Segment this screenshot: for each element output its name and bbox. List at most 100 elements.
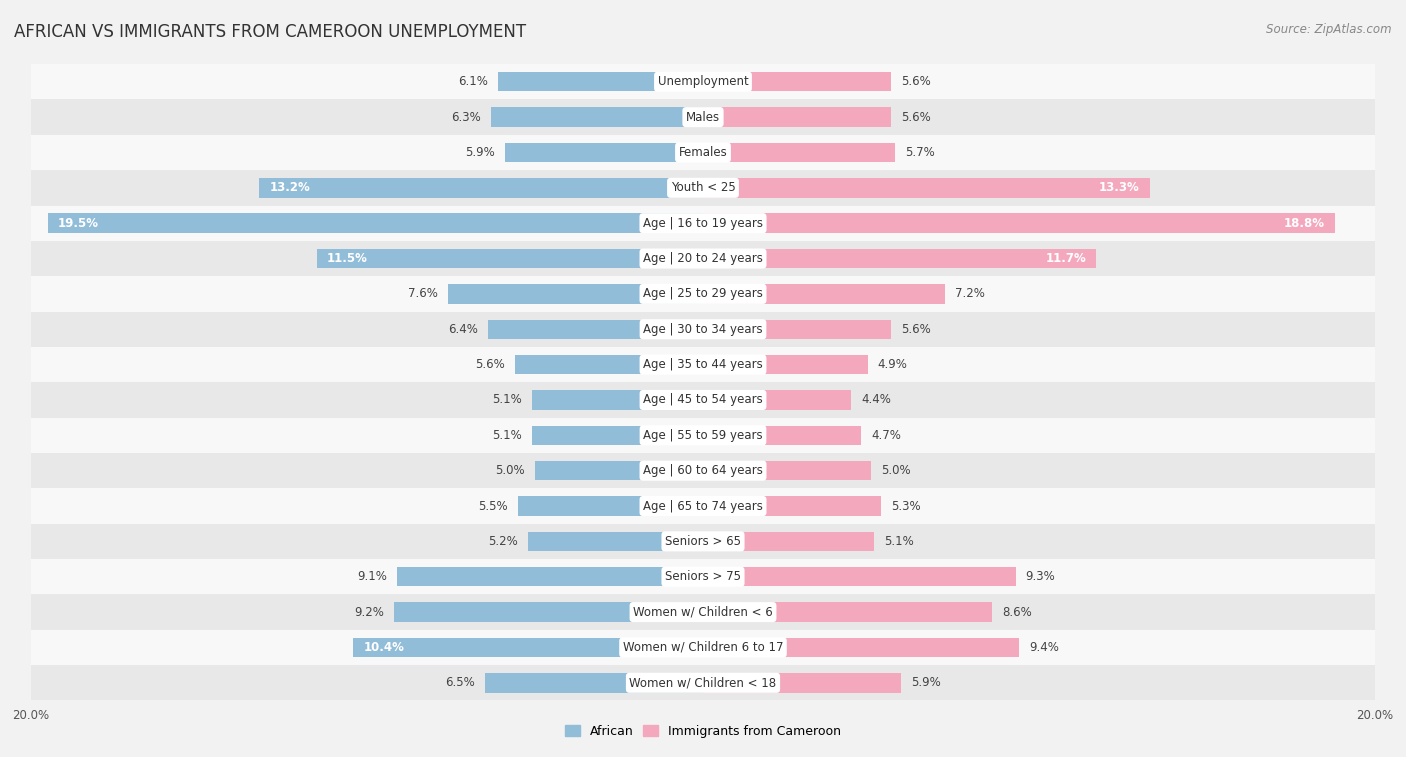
Text: 9.1%: 9.1%	[357, 570, 387, 583]
Bar	[394, 603, 703, 621]
Bar	[31, 241, 1375, 276]
Text: Women w/ Children < 18: Women w/ Children < 18	[630, 676, 776, 690]
Bar	[31, 135, 1375, 170]
Bar	[316, 249, 703, 268]
Text: Age | 55 to 59 years: Age | 55 to 59 years	[643, 428, 763, 442]
Text: 10.4%: 10.4%	[364, 641, 405, 654]
Text: 9.4%: 9.4%	[1029, 641, 1059, 654]
Text: Females: Females	[679, 146, 727, 159]
Bar	[447, 284, 703, 304]
Bar	[488, 319, 703, 339]
Text: Age | 16 to 19 years: Age | 16 to 19 years	[643, 217, 763, 229]
Text: AFRICAN VS IMMIGRANTS FROM CAMEROON UNEMPLOYMENT: AFRICAN VS IMMIGRANTS FROM CAMEROON UNEM…	[14, 23, 526, 41]
Bar	[31, 524, 1375, 559]
Text: 5.7%: 5.7%	[904, 146, 935, 159]
Text: 6.3%: 6.3%	[451, 111, 481, 123]
Text: 5.9%: 5.9%	[465, 146, 495, 159]
Bar	[31, 630, 1375, 665]
Bar	[703, 531, 875, 551]
Bar	[531, 391, 703, 410]
Text: Age | 65 to 74 years: Age | 65 to 74 years	[643, 500, 763, 512]
Text: Age | 25 to 29 years: Age | 25 to 29 years	[643, 288, 763, 301]
Bar	[515, 355, 703, 374]
Text: 6.5%: 6.5%	[444, 676, 474, 690]
Bar	[31, 453, 1375, 488]
Bar	[31, 205, 1375, 241]
Text: 9.2%: 9.2%	[354, 606, 384, 618]
Text: 13.2%: 13.2%	[270, 182, 311, 195]
Bar	[531, 425, 703, 445]
Text: 7.6%: 7.6%	[408, 288, 437, 301]
Text: 11.7%: 11.7%	[1046, 252, 1085, 265]
Text: 18.8%: 18.8%	[1284, 217, 1324, 229]
Text: 5.9%: 5.9%	[911, 676, 941, 690]
Text: 6.4%: 6.4%	[449, 322, 478, 336]
Text: 5.6%: 5.6%	[901, 111, 931, 123]
Text: Seniors > 75: Seniors > 75	[665, 570, 741, 583]
Bar	[498, 72, 703, 92]
Text: Age | 60 to 64 years: Age | 60 to 64 years	[643, 464, 763, 477]
Text: Age | 35 to 44 years: Age | 35 to 44 years	[643, 358, 763, 371]
Text: Age | 45 to 54 years: Age | 45 to 54 years	[643, 394, 763, 407]
Bar	[703, 284, 945, 304]
Text: 5.5%: 5.5%	[478, 500, 508, 512]
Bar	[703, 637, 1019, 657]
Bar	[703, 425, 860, 445]
Bar	[703, 355, 868, 374]
Bar	[31, 276, 1375, 312]
Text: 9.3%: 9.3%	[1025, 570, 1056, 583]
Bar	[703, 107, 891, 127]
Text: Seniors > 65: Seniors > 65	[665, 535, 741, 548]
Bar	[31, 312, 1375, 347]
Bar	[48, 213, 703, 233]
Text: 6.1%: 6.1%	[458, 75, 488, 89]
Bar	[485, 673, 703, 693]
Text: 5.0%: 5.0%	[495, 464, 524, 477]
Bar	[31, 665, 1375, 700]
Bar	[31, 382, 1375, 418]
Text: 4.9%: 4.9%	[877, 358, 908, 371]
Bar	[353, 637, 703, 657]
Bar	[703, 567, 1015, 587]
Legend: African, Immigrants from Cameroon: African, Immigrants from Cameroon	[560, 720, 846, 743]
Bar	[31, 64, 1375, 99]
Bar	[703, 249, 1097, 268]
Bar	[505, 143, 703, 162]
Text: Women w/ Children 6 to 17: Women w/ Children 6 to 17	[623, 641, 783, 654]
Bar	[703, 143, 894, 162]
Text: 5.2%: 5.2%	[488, 535, 519, 548]
Text: 5.6%: 5.6%	[901, 75, 931, 89]
Bar	[31, 559, 1375, 594]
Text: 5.6%: 5.6%	[901, 322, 931, 336]
Text: 4.7%: 4.7%	[872, 428, 901, 442]
Bar	[31, 594, 1375, 630]
Text: 5.0%: 5.0%	[882, 464, 911, 477]
Bar	[534, 461, 703, 481]
Bar	[31, 488, 1375, 524]
Bar	[31, 170, 1375, 205]
Text: 4.4%: 4.4%	[860, 394, 891, 407]
Text: 5.6%: 5.6%	[475, 358, 505, 371]
Text: 13.3%: 13.3%	[1099, 182, 1140, 195]
Bar	[396, 567, 703, 587]
Text: Source: ZipAtlas.com: Source: ZipAtlas.com	[1267, 23, 1392, 36]
Text: Youth < 25: Youth < 25	[671, 182, 735, 195]
Bar	[529, 531, 703, 551]
Bar	[31, 418, 1375, 453]
Text: Age | 20 to 24 years: Age | 20 to 24 years	[643, 252, 763, 265]
Text: 7.2%: 7.2%	[955, 288, 986, 301]
Text: Unemployment: Unemployment	[658, 75, 748, 89]
Text: Women w/ Children < 6: Women w/ Children < 6	[633, 606, 773, 618]
Bar	[519, 497, 703, 516]
Bar	[259, 178, 703, 198]
Text: 19.5%: 19.5%	[58, 217, 98, 229]
Bar	[703, 72, 891, 92]
Text: 5.1%: 5.1%	[884, 535, 914, 548]
Text: 5.1%: 5.1%	[492, 394, 522, 407]
Bar	[703, 673, 901, 693]
Text: Age | 30 to 34 years: Age | 30 to 34 years	[643, 322, 763, 336]
Text: 8.6%: 8.6%	[1002, 606, 1032, 618]
Text: 11.5%: 11.5%	[326, 252, 367, 265]
Bar	[703, 497, 882, 516]
Bar	[703, 319, 891, 339]
